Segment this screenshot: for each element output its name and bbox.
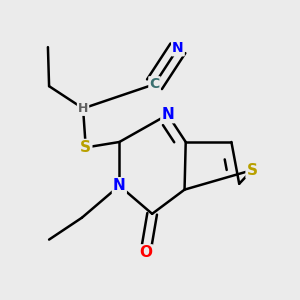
- Text: O: O: [139, 245, 152, 260]
- Text: C: C: [149, 77, 160, 91]
- Text: S: S: [247, 163, 258, 178]
- Text: H: H: [78, 102, 88, 115]
- Text: N: N: [161, 107, 174, 122]
- Text: N: N: [172, 41, 184, 55]
- Text: N: N: [113, 178, 126, 193]
- Text: S: S: [80, 140, 91, 155]
